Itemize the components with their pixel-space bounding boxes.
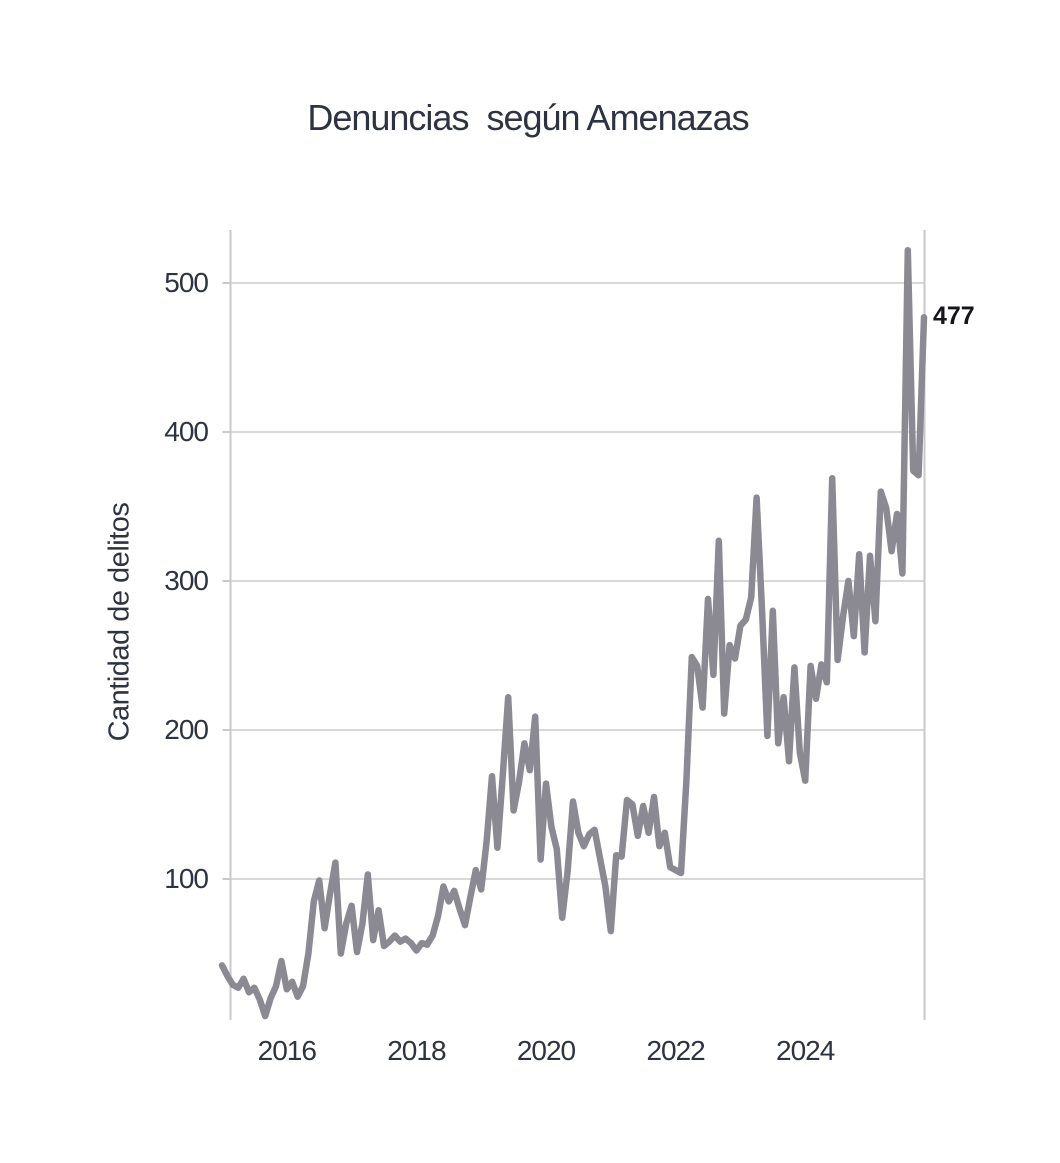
x-tick-label-2016: 2016	[257, 1035, 317, 1066]
data-line-amenazas	[218, 246, 928, 1020]
chart-title: Denuncias según Amenazas	[307, 97, 749, 138]
x-tick-label-2020: 2020	[516, 1035, 576, 1066]
x-tick-label-2022: 2022	[646, 1035, 705, 1066]
y-tick-label-500: 500	[164, 267, 209, 298]
y-tick-label-400: 400	[164, 416, 209, 447]
y-tick-label-200: 200	[164, 714, 209, 745]
last-value-label: 477	[933, 302, 975, 330]
x-tick-label-2018: 2018	[387, 1035, 446, 1066]
y-tick-label-300: 300	[164, 565, 209, 596]
y-tick-label-100: 100	[164, 863, 209, 894]
x-tick-label-2024: 2024	[776, 1035, 835, 1066]
